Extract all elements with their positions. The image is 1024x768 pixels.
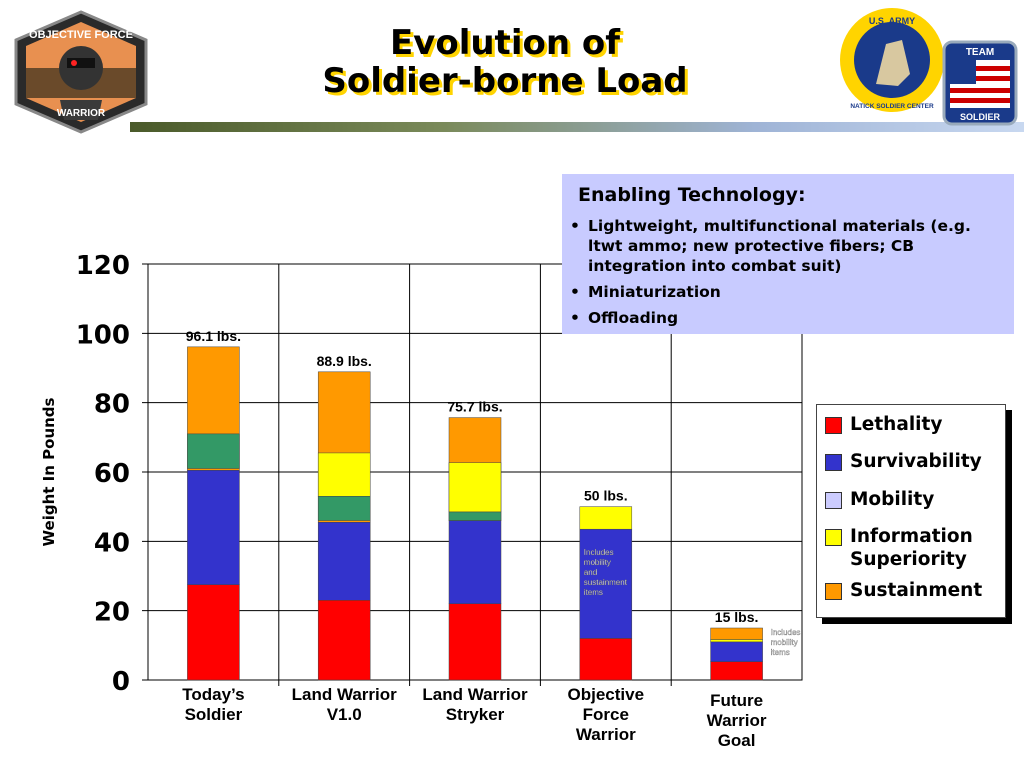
enabling-technology-box: Enabling Technology: • Lightweight, multi… — [562, 174, 1014, 334]
x-tick-label: Land Warrior — [292, 685, 398, 704]
legend-label-lethality: Lethality — [850, 414, 943, 435]
list-item: • Lightweight, multifunctional materials … — [570, 217, 971, 275]
annotation-text: items — [771, 648, 790, 657]
objective-force-warrior-logo: OBJECTIVE FORCE WARRIOR — [12, 10, 150, 134]
annotation-text: items — [584, 588, 603, 597]
logo-right2-bottom-text: SOLDIER — [960, 112, 1001, 122]
bar-segment-survivability — [187, 470, 240, 585]
bar-segment-green — [448, 511, 502, 521]
legend-label-mobility: Mobility — [850, 489, 935, 510]
legend-label-survivability: Survivability — [850, 451, 982, 472]
bar-segment-sustainment — [710, 627, 763, 640]
bar-segment-lethality — [187, 584, 240, 681]
enabling-technology-heading: Enabling Technology: — [578, 184, 806, 206]
bar-segment-survivability — [579, 528, 633, 639]
x-tick-label: Objective — [568, 685, 645, 704]
data-label-total: 96.1 lbs. — [186, 328, 241, 344]
bar-segment-survivability — [448, 520, 502, 604]
x-tick-label: Stryker — [446, 705, 505, 724]
team-soldier-logo: TEAM SOLDIER — [942, 40, 1018, 126]
page-title: Evolution of Soldier-borne Load — [230, 24, 780, 100]
x-tick-label: Soldier — [185, 705, 243, 724]
annotation-text: and — [584, 568, 597, 577]
legend-label-information-superiority: Information Superiority — [850, 526, 973, 570]
header-gradient-bar — [130, 122, 1024, 132]
enabling-technology-list: • Lightweight, multifunctional materials … — [566, 216, 1006, 334]
data-label-total: 75.7 lbs. — [447, 399, 502, 415]
bar-segment-information-superiority — [579, 506, 633, 530]
x-tick-label: Land Warrior — [422, 685, 528, 704]
logo-left-top-text: OBJECTIVE FORCE — [29, 29, 133, 41]
legend-swatch-sustainment — [825, 583, 842, 600]
logo-right1-top-text: U.S. ARMY — [869, 16, 915, 26]
bar-segment-green — [187, 433, 240, 469]
annotation-text: Includes — [771, 628, 801, 637]
tech-item-offloading: Offloading — [588, 309, 679, 327]
y-tick-label: 120 — [76, 251, 130, 281]
us-army-natick-logo: U.S. ARMY NATICK SOLDIER CENTER — [836, 4, 948, 116]
y-axis-label: Weight In Pounds — [40, 397, 58, 546]
y-tick-label: 0 — [112, 667, 130, 697]
logo-right1-bottom-text: NATICK SOLDIER CENTER — [850, 103, 934, 110]
bar-segment-lethality — [710, 661, 763, 681]
bar-segment-lethality — [317, 600, 371, 681]
page-title-line-2: Soldier-borne Load — [322, 61, 688, 101]
legend-swatch-lethality — [825, 417, 842, 434]
y-tick-label: 100 — [76, 320, 130, 350]
data-label-total: 15 lbs. — [715, 609, 759, 625]
annotation-text: sustainment — [584, 578, 628, 587]
annotation-text: mobility — [584, 558, 611, 567]
tech-item-materials: Lightweight, multifunctional materials (… — [588, 217, 971, 275]
data-label-total: 88.9 lbs. — [317, 353, 372, 369]
legend-label-sustainment: Sustainment — [850, 580, 983, 601]
data-label-total: 50 lbs. — [584, 488, 628, 504]
annotation-text: mobility — [771, 638, 798, 647]
x-tick-label: Force — [583, 705, 629, 724]
bar-segment-green — [317, 496, 371, 521]
y-tick-label: 80 — [94, 390, 130, 420]
bar-segment-survivability — [317, 522, 371, 601]
legend-swatch-mobility — [825, 492, 842, 509]
x-tick-label: V1.0 — [327, 705, 362, 724]
chart-legend: Lethality Survivability Mobility Informa… — [816, 404, 1006, 618]
legend-swatch-information-superiority — [825, 529, 842, 546]
tech-item-miniaturization: Miniaturization — [588, 283, 721, 301]
y-tick-label: 60 — [94, 459, 130, 489]
x-tick-label: Future — [710, 691, 763, 710]
bar-segment-lethality — [448, 603, 502, 681]
list-item: • Miniaturization — [570, 283, 721, 301]
bar-segment-information-superiority — [317, 452, 371, 497]
bar-segment-lethality — [579, 638, 633, 681]
list-item: • Offloading — [570, 309, 679, 327]
y-tick-label: 20 — [94, 598, 130, 628]
x-tick-label: Goal — [718, 731, 756, 750]
bar-segment-information-superiority — [448, 462, 502, 513]
page-title-line-1: Evolution of — [389, 23, 621, 63]
y-tick-label: 40 — [94, 528, 130, 558]
x-tick-label: Today’s — [182, 685, 244, 704]
legend-swatch-survivability — [825, 454, 842, 471]
annotation-text: Includes — [584, 548, 614, 557]
bar-segment-information-superiority — [710, 639, 763, 643]
x-tick-label: Warrior — [707, 711, 767, 730]
logo-right2-top-text: TEAM — [966, 47, 994, 58]
logo-left-bottom-text: WARRIOR — [57, 108, 106, 119]
bar-segment-survivability — [710, 641, 763, 662]
x-tick-label: Warrior — [576, 725, 636, 744]
